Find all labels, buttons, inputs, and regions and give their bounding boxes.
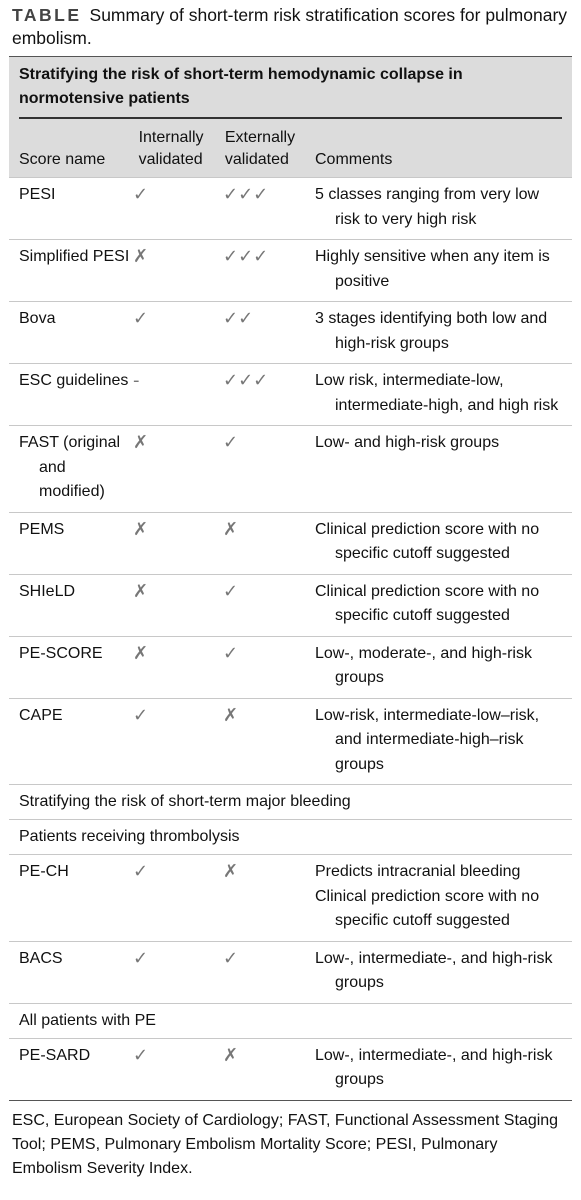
score-name: SHIeLD	[19, 582, 76, 600]
validation-mark: ✓✓	[223, 308, 254, 329]
table-body: PESI ✓ ✓✓✓ 5 classes ranging from very low …	[9, 177, 572, 1100]
comment: Predicts intracranial bleeding	[315, 863, 521, 880]
comment: Clinical prediction score with no specif…	[315, 520, 540, 563]
section-row: Stratifying the risk of short-term major…	[9, 784, 572, 819]
table-row: PEMS ✗ ✗ Clinical prediction score with no …	[9, 511, 572, 574]
score-name: PE-SARD	[19, 1046, 91, 1064]
column-header: Externally validated	[224, 129, 296, 168]
table-header: Stratifying the risk of short-term hemod…	[9, 57, 572, 177]
score-name: Simplified PESI	[19, 248, 130, 265]
comment: 3 stages identifying both low and high-r…	[315, 310, 548, 352]
validation-mark: ✓	[133, 308, 149, 329]
comment-cell: Clinical prediction score with no specif…	[315, 580, 567, 629]
table-row: BACS ✓ ✓ Low-, intermediate-, and high-risk…	[9, 940, 572, 1003]
table-row: ESC guidelines - ✓✓✓ Low risk, intermediate…	[9, 363, 572, 425]
table-row: PE-SCORE ✗ ✓ Low-, moderate-, and high-risk…	[9, 635, 572, 698]
score-name: BACS	[19, 949, 63, 967]
column-header: Comments	[315, 151, 393, 168]
validation-mark: ✓✓✓	[223, 184, 269, 205]
comment-cell: 5 classes ranging from very low risk to …	[315, 183, 567, 232]
score-name: PE-SCORE	[19, 644, 103, 662]
validation-mark: ✗	[133, 246, 149, 267]
table-row: PE-CH ✓ ✗ Predicts intracranial bleeding Cli…	[9, 854, 572, 941]
comment-cell: Clinical prediction score with no specif…	[315, 518, 567, 567]
caption-text: Summary of short-term risk stratificatio…	[12, 5, 568, 48]
score-name: CAPE	[19, 706, 63, 724]
column-header: Internally validated	[138, 129, 204, 168]
comment-cell: Low-, moderate-, and high-risk groups	[315, 642, 567, 691]
comment: Low-, intermediate-, and high-risk group…	[315, 1046, 553, 1089]
comment: Highly sensitive when any item is positi…	[315, 248, 550, 290]
validation-mark: ✓	[133, 704, 149, 726]
comment: Clinical prediction score with no specif…	[315, 887, 540, 930]
comment: Low-risk, intermediate-low–risk, and int…	[315, 706, 540, 773]
validation-mark: ✗	[133, 580, 149, 602]
table-row: PE-SARD ✓ ✗ Low-, intermediate-, and high-r…	[9, 1037, 572, 1100]
comment-cell: Low risk, intermediate-low, intermediate…	[315, 369, 567, 418]
validation-mark: ✗	[223, 518, 239, 540]
validation-mark: -	[133, 370, 140, 391]
validation-mark: ✓	[223, 580, 239, 602]
comment-cell: 3 stages identifying both low and high-r…	[315, 307, 567, 356]
comment-cell: Low-risk, intermediate-low–risk, and int…	[315, 704, 567, 778]
comment-cell: Low-, intermediate-, and high-risk group…	[315, 947, 567, 996]
comment: Low-, moderate-, and high-risk groups	[315, 644, 532, 687]
validation-mark: ✓	[223, 642, 239, 664]
validation-mark: ✗	[223, 704, 239, 726]
caption-label: TABLE	[12, 5, 82, 25]
validation-mark: ✗	[133, 432, 149, 453]
validation-mark: ✓✓✓	[223, 246, 269, 267]
validation-mark: ✓	[223, 432, 239, 453]
validation-mark: ✓	[133, 947, 149, 969]
table-border	[9, 1099, 572, 1101]
table-row: Simplified PESI ✗ ✓✓✓ Highly sensitive when…	[9, 239, 572, 301]
caption: TABLE Summary of short-term risk stratifi…	[0, 0, 581, 56]
validation-mark: ✓	[133, 861, 149, 882]
score-name: PESI	[19, 186, 56, 203]
score-name: Bova	[19, 310, 56, 327]
score-name: FAST (original and modified)	[19, 434, 121, 500]
comment-cell: Low-, intermediate-, and high-risk group…	[315, 1044, 567, 1093]
comment-cell: Low- and high-risk groups	[315, 431, 567, 505]
validation-mark: ✓	[133, 1044, 149, 1066]
table-row: PESI ✓ ✓✓✓ 5 classes ranging from very low …	[9, 177, 572, 239]
score-name: PEMS	[19, 520, 65, 538]
comment: Clinical prediction score with no specif…	[315, 582, 540, 625]
validation-mark: ✓✓✓	[223, 370, 269, 391]
comment: Low risk, intermediate-low, intermediate…	[315, 372, 559, 414]
validation-mark: ✗	[223, 1044, 239, 1066]
table: Stratifying the risk of short-term hemod…	[9, 56, 572, 1101]
validation-mark: ✓	[223, 947, 239, 969]
table-row: CAPE ✓ ✗ Low-risk, intermediate-low–risk, a…	[9, 697, 572, 785]
comment-cell: Predicts intracranial bleeding Clinical p…	[315, 860, 567, 934]
comment: Low- and high-risk groups	[315, 434, 500, 451]
comment: Low-, intermediate-, and high-risk group…	[315, 949, 553, 992]
comment: 5 classes ranging from very low risk to …	[315, 186, 540, 228]
score-name: ESC guidelines	[19, 372, 129, 389]
score-name: PE-CH	[19, 863, 69, 880]
section-row: Patients receiving thrombolysis	[9, 819, 572, 854]
comment-cell: Highly sensitive when any item is positi…	[315, 245, 567, 294]
validation-mark: ✗	[133, 518, 149, 540]
section-title: Stratifying the risk of short-term hemod…	[19, 57, 562, 119]
table-row: SHIeLD ✗ ✓ Clinical prediction score with n…	[9, 573, 572, 636]
column-headers: Score name Internally validated Externally…	[19, 119, 562, 177]
validation-mark: ✓	[133, 184, 149, 205]
table-row: Bova ✓ ✓✓ 3 stages identifying both low and…	[9, 301, 572, 363]
validation-mark: ✗	[223, 861, 239, 882]
column-header: Score name	[19, 151, 106, 168]
validation-mark: ✗	[133, 642, 149, 664]
table-row: FAST (original and modified) ✗ ✓ Low- and h…	[9, 425, 572, 512]
footnote: ESC, European Society of Cardiology; FAS…	[12, 1111, 559, 1177]
section-row: All patients with PE	[9, 1002, 572, 1038]
